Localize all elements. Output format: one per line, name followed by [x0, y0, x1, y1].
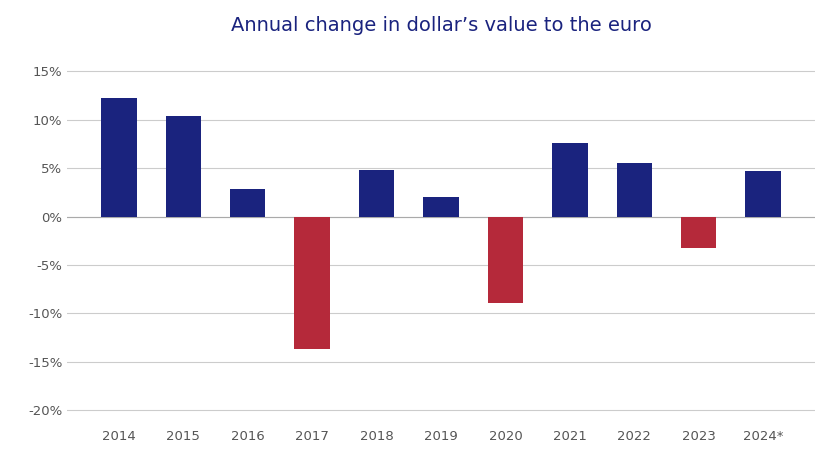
- Bar: [295, 217, 330, 349]
- Bar: [617, 163, 652, 217]
- Bar: [423, 197, 459, 217]
- Bar: [359, 170, 394, 217]
- Bar: [101, 98, 137, 217]
- Bar: [165, 116, 201, 217]
- Bar: [552, 143, 587, 217]
- Bar: [745, 171, 781, 217]
- Bar: [230, 188, 265, 217]
- Bar: [488, 217, 523, 303]
- Bar: [681, 217, 717, 248]
- Title: Annual change in dollar’s value to the euro: Annual change in dollar’s value to the e…: [230, 16, 652, 34]
